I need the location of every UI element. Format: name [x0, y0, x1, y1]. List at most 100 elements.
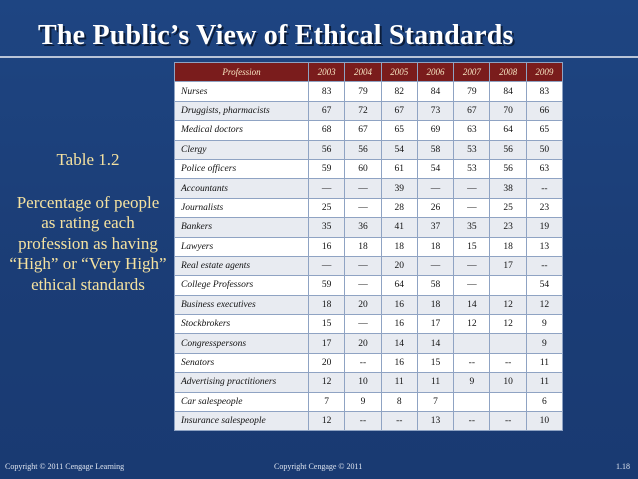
- percentage-cell: 63: [453, 120, 491, 141]
- percentage-cell: 17: [416, 314, 455, 335]
- profession-cell: Congresspersons: [174, 333, 309, 354]
- percentage-cell: 66: [525, 100, 564, 122]
- percentage-cell: [489, 333, 527, 354]
- percentage-cell: --: [344, 411, 382, 432]
- profession-cell: Medical doctors: [174, 120, 309, 141]
- percentage-cell: 23: [525, 197, 564, 219]
- percentage-cell: 41: [380, 217, 418, 238]
- percentage-cell: 12: [453, 314, 491, 335]
- percentage-cell: 67: [380, 100, 418, 122]
- percentage-cell: 10: [489, 372, 527, 393]
- percentage-cell: —: [416, 178, 455, 199]
- percentage-cell: 15: [416, 352, 455, 374]
- percentage-cell: 18: [416, 236, 455, 257]
- percentage-cell: 12: [489, 294, 527, 316]
- percentage-cell: 79: [344, 81, 382, 102]
- percentage-cell: 60: [344, 158, 382, 180]
- header-year: 2007: [453, 61, 491, 83]
- percentage-cell: --: [525, 178, 564, 199]
- percentage-cell: —: [453, 197, 491, 219]
- percentage-cell: --: [525, 255, 564, 277]
- percentage-cell: 36: [344, 217, 382, 238]
- percentage-cell: 11: [525, 372, 564, 393]
- percentage-cell: --: [489, 352, 527, 374]
- percentage-cell: 82: [380, 81, 418, 102]
- slide-title: The Public’s View of Ethical Standards: [38, 20, 514, 51]
- percentage-cell: 26: [416, 197, 455, 219]
- slide-number: 1.18: [616, 462, 630, 471]
- percentage-cell: --: [489, 411, 527, 432]
- table-row: Police officers 59 60 61 54 53 56 63: [174, 158, 564, 180]
- percentage-cell: 11: [380, 372, 418, 393]
- percentage-cell: —: [453, 275, 491, 296]
- percentage-cell: 54: [380, 139, 418, 160]
- profession-cell: College Professors: [174, 275, 309, 296]
- percentage-cell: 84: [416, 81, 455, 102]
- table-row: College Professors 59—64 58—54: [174, 275, 564, 296]
- percentage-cell: —: [344, 275, 382, 296]
- percentage-cell: 65: [380, 120, 418, 141]
- percentage-cell: 9: [525, 314, 564, 335]
- percentage-cell: 16: [380, 314, 418, 335]
- table-row: Business executives 18 20 16 18 14 12 12: [174, 294, 564, 316]
- table-row: Journalists 25—28 26—25 23: [174, 197, 564, 219]
- percentage-cell: 12: [307, 372, 346, 393]
- percentage-cell: 35: [307, 217, 346, 238]
- percentage-cell: 53: [453, 139, 491, 160]
- percentage-cell: 6: [525, 391, 564, 413]
- percentage-cell: 58: [416, 139, 455, 160]
- percentage-cell: 59: [307, 158, 346, 180]
- percentage-cell: —: [416, 255, 455, 277]
- table-row: Senators 20 -- 16 15 -- -- 11: [174, 352, 564, 374]
- header-year: 2006: [416, 61, 455, 83]
- percentage-cell: 11: [525, 352, 564, 374]
- percentage-cell: 23: [489, 217, 527, 238]
- table-row: Advertising practitioners 12 10 11 11 9 10 11: [174, 372, 564, 393]
- title-divider: [0, 56, 638, 58]
- percentage-cell: 9: [344, 391, 382, 413]
- table-row: Accountants — —39— —38 --: [174, 178, 564, 199]
- profession-cell: Accountants: [174, 178, 309, 199]
- percentage-cell: 18: [307, 294, 346, 316]
- percentage-cell: [489, 391, 527, 413]
- percentage-cell: 13: [416, 411, 455, 432]
- percentage-cell: 19: [525, 217, 564, 238]
- profession-cell: Journalists: [174, 197, 309, 219]
- percentage-cell: 84: [489, 81, 527, 102]
- table-row: Lawyers 16 18 18 18 15 18 13: [174, 236, 564, 257]
- percentage-cell: 12: [525, 294, 564, 316]
- percentage-cell: —: [344, 255, 382, 277]
- percentage-cell: 16: [380, 352, 418, 374]
- percentage-cell: 67: [344, 120, 382, 141]
- profession-cell: Lawyers: [174, 236, 309, 257]
- percentage-cell: --: [344, 352, 382, 374]
- percentage-cell: 69: [416, 120, 455, 141]
- percentage-cell: 10: [344, 372, 382, 393]
- profession-cell: Real estate agents: [174, 255, 309, 277]
- profession-cell: Car salespeople: [174, 391, 309, 413]
- percentage-cell: 63: [525, 158, 564, 180]
- percentage-cell: —: [344, 178, 382, 199]
- percentage-cell: 54: [525, 275, 564, 296]
- table-label: Table 1.2: [56, 150, 120, 169]
- percentage-cell: 7: [416, 391, 455, 413]
- percentage-cell: 14: [453, 294, 491, 316]
- percentage-cell: 18: [344, 236, 382, 257]
- table-row: Car salespeople 7 9 8 7 6: [174, 391, 564, 413]
- header-year: 2008: [489, 61, 527, 83]
- profession-cell: Police officers: [174, 158, 309, 180]
- percentage-cell: 15: [453, 236, 491, 257]
- percentage-cell: [453, 391, 491, 413]
- percentage-cell: [453, 333, 491, 354]
- percentage-cell: 73: [416, 100, 455, 122]
- profession-cell: Senators: [174, 352, 309, 374]
- percentage-cell: 83: [307, 81, 346, 102]
- percentage-cell: —: [453, 255, 491, 277]
- percentage-cell: 58: [416, 275, 455, 296]
- table-header-row: Profession 2003 2004 2005 2006 2007 2008…: [174, 61, 564, 83]
- percentage-cell: 17: [307, 333, 346, 354]
- percentage-cell: 11: [416, 372, 455, 393]
- percentage-cell: 16: [380, 294, 418, 316]
- percentage-cell: --: [453, 411, 491, 432]
